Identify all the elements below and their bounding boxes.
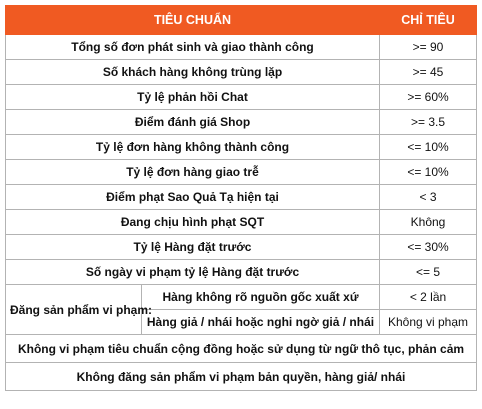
table-row: Số ngày vi phạm tỷ lệ Hàng đặt trước <= … (5, 259, 477, 285)
violation-criteria-cell: Hàng không rõ nguồn gốc xuất xứ (141, 284, 380, 310)
target-cell: >= 45 (379, 59, 477, 85)
table-header-row: TIÊU CHUẨN CHỈ TIÊU (5, 5, 477, 35)
table-row: Tỷ lệ phản hồi Chat >= 60% (5, 84, 477, 110)
target-cell: <= 10% (379, 159, 477, 185)
footer-row: Không đăng sản phẩm vi phạm bản quyền, h… (5, 362, 477, 391)
violation-criteria-cell: Hàng giả / nhái hoặc nghi ngờ giả / nhái (141, 309, 380, 335)
criteria-cell: Tỷ lệ đơn hàng giao trễ (5, 159, 380, 185)
criteria-table: TIÊU CHUẨN CHỈ TIÊU Tổng số đơn phát sin… (5, 5, 477, 391)
violation-target-cell: Không vi phạm (379, 309, 477, 335)
criteria-cell: Số ngày vi phạm tỷ lệ Hàng đặt trước (5, 259, 380, 285)
criteria-cell: Tỷ lệ phản hồi Chat (5, 84, 380, 110)
table-row: Điểm đánh giá Shop >= 3.5 (5, 109, 477, 135)
criteria-cell: Số khách hàng không trùng lặp (5, 59, 380, 85)
target-cell: <= 5 (379, 259, 477, 285)
table-row: Số khách hàng không trùng lặp >= 45 (5, 59, 477, 85)
criteria-cell: Tỷ lệ đơn hàng không thành công (5, 134, 380, 160)
target-cell: <= 30% (379, 234, 477, 260)
criteria-cell: Điểm phạt Sao Quả Tạ hiện tại (5, 184, 380, 210)
violation-row: Hàng giả / nhái hoặc nghi ngờ giả / nhái… (6, 309, 477, 335)
table-row: Tỷ lệ Hàng đặt trước <= 30% (5, 234, 477, 260)
footer-rule-cell: Không đăng sản phẩm vi phạm bản quyền, h… (5, 362, 477, 391)
target-cell: >= 60% (379, 84, 477, 110)
violation-group-label: Đăng sản phẩm vi phạm: (5, 284, 152, 335)
target-cell: >= 3.5 (379, 109, 477, 135)
criteria-cell: Đang chịu hình phạt SQT (5, 209, 380, 235)
target-cell: <= 10% (379, 134, 477, 160)
table-row: Đang chịu hình phạt SQT Không (5, 209, 477, 235)
criteria-cell: Điểm đánh giá Shop (5, 109, 380, 135)
table-row: Điểm phạt Sao Quả Tạ hiện tại < 3 (5, 184, 477, 210)
table-row: Tỷ lệ đơn hàng giao trễ <= 10% (5, 159, 477, 185)
table-row: Tỷ lệ đơn hàng không thành công <= 10% (5, 134, 477, 160)
violation-row: Đăng sản phẩm vi phạm: Hàng không rõ ngu… (5, 284, 477, 335)
target-cell: Không (379, 209, 477, 235)
criteria-cell: Tổng số đơn phát sinh và giao thành công (5, 34, 380, 60)
header-criteria: TIÊU CHUẨN (5, 5, 380, 35)
target-cell: >= 90 (379, 34, 477, 60)
footer-rule-cell: Không vi phạm tiêu chuẩn cộng đồng hoặc … (5, 334, 477, 363)
table-row: Tổng số đơn phát sinh và giao thành công… (5, 34, 477, 60)
violation-target-cell: < 2 lần (379, 284, 477, 310)
target-cell: < 3 (379, 184, 477, 210)
footer-row: Không vi phạm tiêu chuẩn cộng đồng hoặc … (5, 334, 477, 363)
criteria-cell: Tỷ lệ Hàng đặt trước (5, 234, 380, 260)
header-target: CHỈ TIÊU (379, 5, 477, 35)
